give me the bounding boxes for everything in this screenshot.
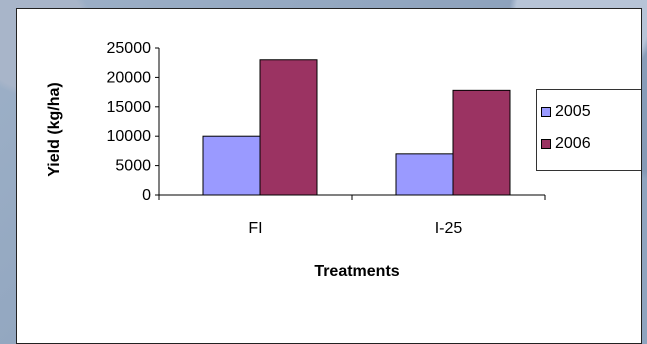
- y-tick-label: 5000: [115, 158, 151, 175]
- bar-fi-2005: [202, 135, 261, 196]
- legend-item-2006: 2006: [541, 136, 591, 152]
- y-axis-title: Yield (kg/ha): [46, 82, 63, 177]
- y-tick-label: 15000: [107, 99, 152, 116]
- y-tick-label: 10000: [107, 128, 152, 145]
- bar-fi-2006: [259, 59, 318, 196]
- bar-chart: 0 5000 10000 15000 20000 25000 FI I-25 Treatment…: [46, 40, 546, 280]
- bar-i-25-2006: [452, 89, 511, 196]
- bars: [202, 59, 511, 196]
- legend-swatch-2006: [541, 139, 551, 149]
- legend: 2005 2006: [536, 89, 641, 171]
- legend-label-2006: 2006: [555, 135, 591, 152]
- legend-label-2005: 2005: [555, 103, 591, 120]
- y-tick-label: 20000: [107, 69, 152, 86]
- legend-item-2005: 2005: [541, 104, 591, 120]
- bar-i-25-2005: [395, 153, 454, 196]
- legend-swatch-2005: [541, 107, 551, 117]
- x-category-label: I-25: [435, 220, 463, 237]
- x-axis-title: Treatments: [314, 263, 399, 280]
- y-tick-label: 0: [142, 187, 151, 204]
- labels: 0 5000 10000 15000 20000 25000 FI I-25 Treatment…: [46, 40, 462, 280]
- chart-card: 0 5000 10000 15000 20000 25000 FI I-25 Treatment…: [16, 8, 642, 344]
- y-tick-label: 25000: [107, 40, 152, 57]
- x-category-label: FI: [248, 220, 262, 237]
